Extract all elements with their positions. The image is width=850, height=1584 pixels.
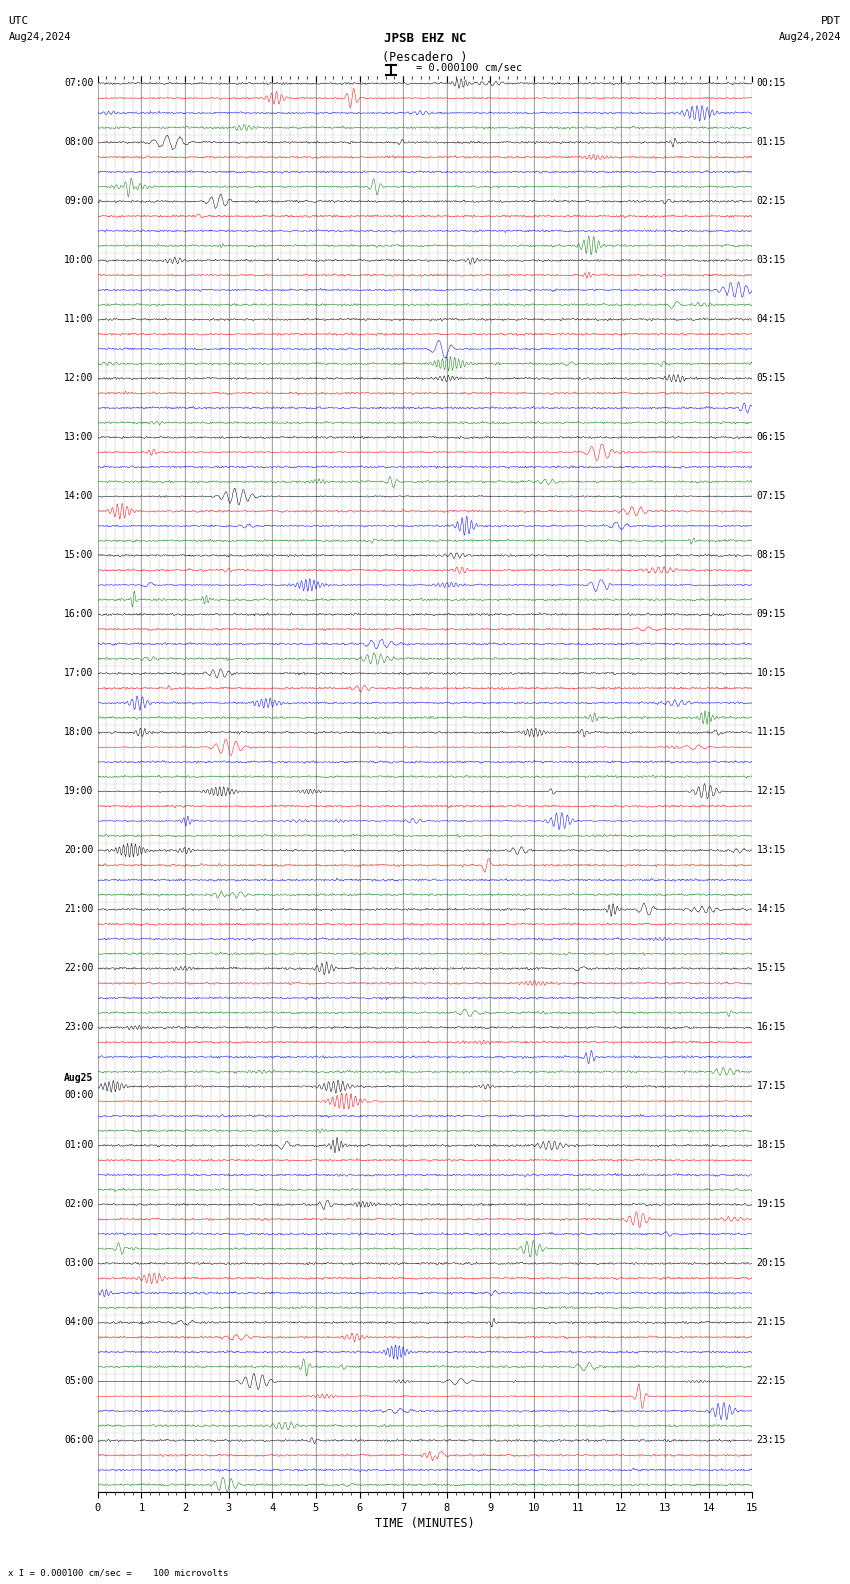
Text: 02:00: 02:00 (64, 1199, 94, 1210)
Text: 20:00: 20:00 (64, 846, 94, 855)
Text: 05:00: 05:00 (64, 1376, 94, 1386)
Text: 17:15: 17:15 (756, 1082, 786, 1091)
Text: 06:15: 06:15 (756, 432, 786, 442)
Text: 22:00: 22:00 (64, 963, 94, 974)
Text: 16:15: 16:15 (756, 1022, 786, 1033)
Text: 03:00: 03:00 (64, 1258, 94, 1269)
Text: 11:00: 11:00 (64, 314, 94, 325)
Text: 23:15: 23:15 (756, 1435, 786, 1446)
Text: PDT: PDT (821, 16, 842, 25)
Text: 19:15: 19:15 (756, 1199, 786, 1210)
Text: 16:00: 16:00 (64, 610, 94, 619)
Text: 10:00: 10:00 (64, 255, 94, 266)
Text: 09:00: 09:00 (64, 196, 94, 206)
Text: 21:15: 21:15 (756, 1318, 786, 1327)
Text: Aug24,2024: Aug24,2024 (779, 32, 842, 41)
Text: 17:00: 17:00 (64, 668, 94, 678)
Text: 11:15: 11:15 (756, 727, 786, 738)
Text: 04:00: 04:00 (64, 1318, 94, 1327)
Text: 13:15: 13:15 (756, 846, 786, 855)
Text: 02:15: 02:15 (756, 196, 786, 206)
Text: 21:00: 21:00 (64, 904, 94, 914)
Text: JPSB EHZ NC: JPSB EHZ NC (383, 32, 467, 44)
Text: 07:15: 07:15 (756, 491, 786, 502)
Text: 08:00: 08:00 (64, 138, 94, 147)
Text: 22:15: 22:15 (756, 1376, 786, 1386)
Text: 23:00: 23:00 (64, 1022, 94, 1033)
Text: 08:15: 08:15 (756, 550, 786, 561)
Text: 12:00: 12:00 (64, 374, 94, 383)
Text: 18:00: 18:00 (64, 727, 94, 738)
Text: 05:15: 05:15 (756, 374, 786, 383)
Text: (Pescadero ): (Pescadero ) (382, 51, 468, 63)
Text: 14:15: 14:15 (756, 904, 786, 914)
Text: Aug24,2024: Aug24,2024 (8, 32, 71, 41)
Text: 10:15: 10:15 (756, 668, 786, 678)
Text: UTC: UTC (8, 16, 29, 25)
X-axis label: TIME (MINUTES): TIME (MINUTES) (375, 1517, 475, 1530)
Text: 03:15: 03:15 (756, 255, 786, 266)
Text: 01:15: 01:15 (756, 138, 786, 147)
Text: Aug25: Aug25 (64, 1072, 94, 1083)
Text: 04:15: 04:15 (756, 314, 786, 325)
Text: 15:00: 15:00 (64, 550, 94, 561)
Text: 07:00: 07:00 (64, 78, 94, 89)
Text: 13:00: 13:00 (64, 432, 94, 442)
Text: 06:00: 06:00 (64, 1435, 94, 1446)
Text: x I = 0.000100 cm/sec =    100 microvolts: x I = 0.000100 cm/sec = 100 microvolts (8, 1568, 229, 1578)
Text: 00:00: 00:00 (64, 1090, 94, 1101)
Text: 15:15: 15:15 (756, 963, 786, 974)
Text: = 0.000100 cm/sec: = 0.000100 cm/sec (416, 63, 523, 73)
Text: 09:15: 09:15 (756, 610, 786, 619)
Text: 18:15: 18:15 (756, 1140, 786, 1150)
Text: 14:00: 14:00 (64, 491, 94, 502)
Text: 19:00: 19:00 (64, 786, 94, 797)
Text: 20:15: 20:15 (756, 1258, 786, 1269)
Text: 01:00: 01:00 (64, 1140, 94, 1150)
Text: 12:15: 12:15 (756, 786, 786, 797)
Text: 00:15: 00:15 (756, 78, 786, 89)
